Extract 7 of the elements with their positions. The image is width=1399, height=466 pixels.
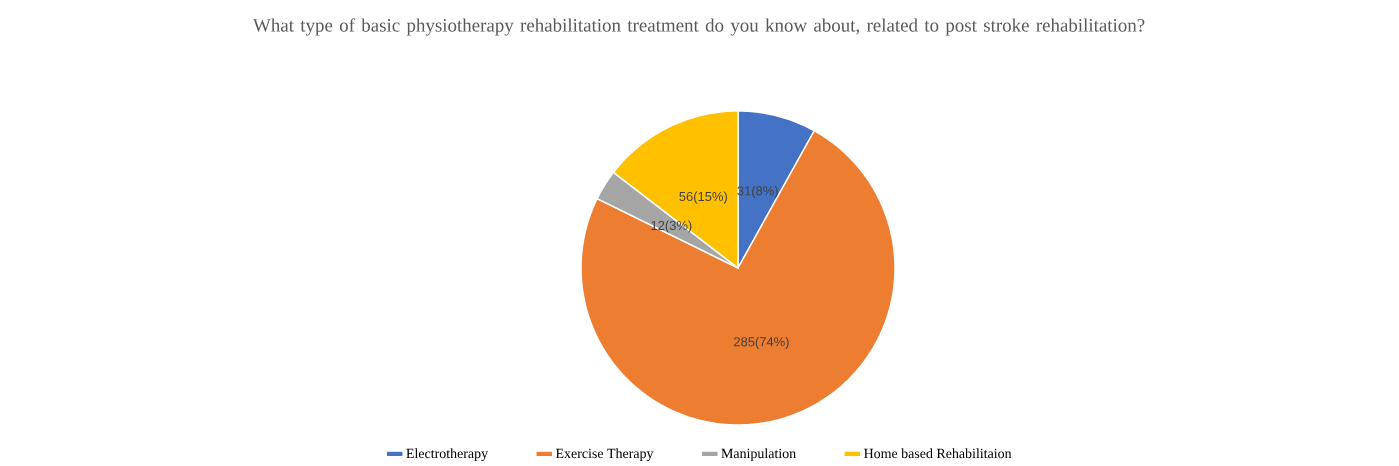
legend-label: Exercise Therapy bbox=[555, 448, 654, 461]
legend-label: Home based Rehabilitaion bbox=[864, 448, 1012, 459]
data-label: 285(74%) bbox=[733, 336, 789, 349]
legend-label: Manipulation bbox=[721, 448, 796, 461]
chart-title: What type of basic physiotherapy rehabilitation treatment do you know about, related to post stroke rehabilitation? bbox=[253, 18, 1145, 36]
legend-label: Electrotherapy bbox=[406, 448, 488, 461]
data-label: 56(15%) bbox=[679, 191, 727, 204]
